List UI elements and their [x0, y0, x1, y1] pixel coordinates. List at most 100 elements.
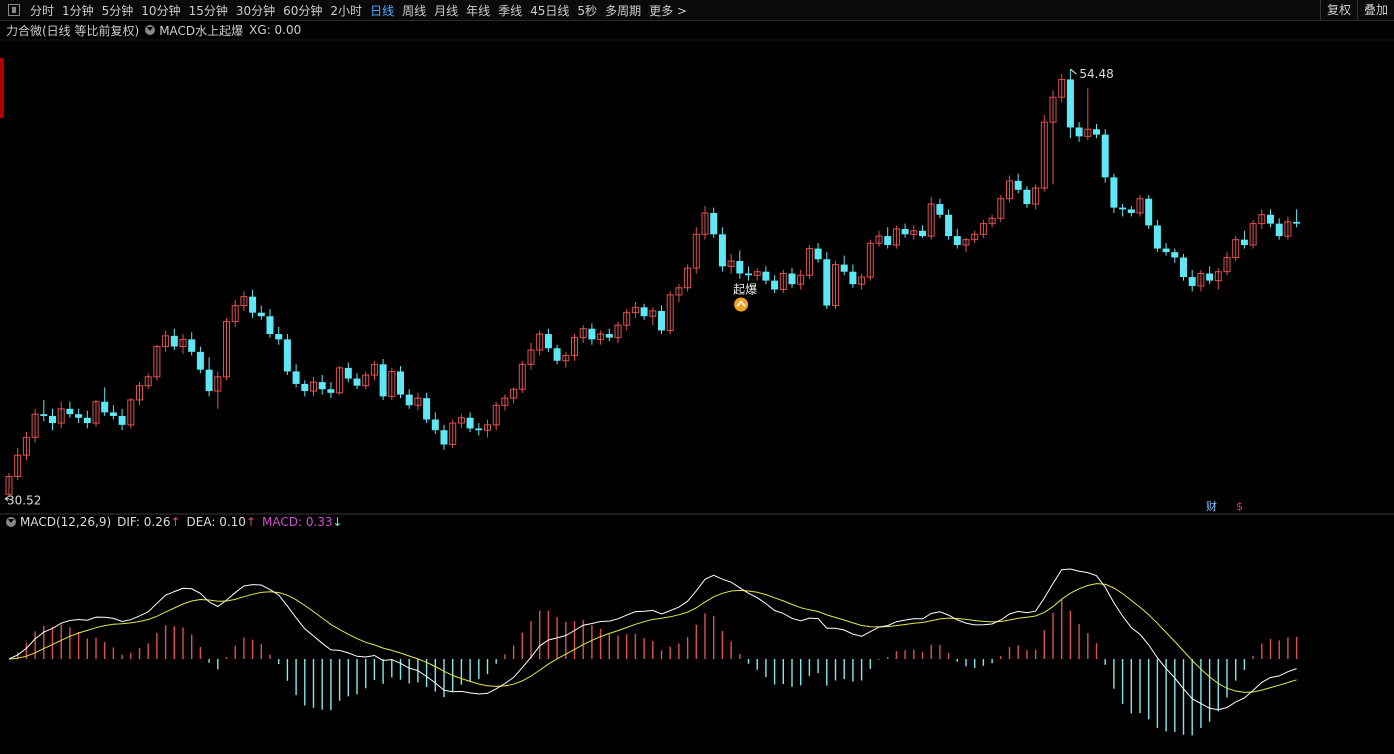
period-12[interactable]: 季线: [498, 3, 523, 18]
candle-body: [327, 389, 335, 393]
period-15[interactable]: 多周期: [605, 3, 642, 18]
stock-title: 力合微(日线 等比前复权): [6, 23, 140, 38]
macd-down-arrow-icon: ↓: [332, 515, 343, 529]
candle-body: [153, 346, 161, 378]
overlay-button[interactable]: 叠加: [1356, 0, 1394, 20]
candle-body: [188, 339, 196, 352]
candle-body: [240, 296, 248, 307]
signal-label: 起爆: [733, 283, 757, 297]
xg-value: XG: 0.00: [249, 23, 302, 37]
candle-body: [336, 367, 344, 394]
candle-body: [1293, 221, 1301, 224]
candle-body: [1066, 79, 1074, 128]
period-3[interactable]: 10分钟: [141, 3, 181, 18]
candle-body: [431, 419, 439, 431]
candle-body: [710, 212, 718, 235]
period-9[interactable]: 周线: [402, 3, 427, 18]
candle-body: [1110, 177, 1118, 208]
period-7[interactable]: 2小时: [330, 3, 363, 18]
candle-body: [449, 422, 457, 445]
candle-body: [57, 408, 65, 424]
candle-body: [1180, 257, 1187, 278]
toolbar-right: 复权 叠加: [1319, 0, 1394, 20]
candle-body: [266, 316, 274, 335]
candle-body: [1258, 214, 1266, 225]
candle-body: [370, 363, 378, 376]
candle-body: [945, 214, 953, 237]
candle-body: [414, 397, 422, 406]
candle-body: [1006, 180, 1013, 200]
candle-body: [997, 198, 1005, 219]
indicator-dropdown-icon[interactable]: [145, 25, 156, 35]
candle-body: [666, 294, 674, 331]
low-label: 30.52: [7, 494, 41, 508]
candle-body: [49, 415, 56, 424]
candle-body: [162, 335, 170, 348]
candle-body: [797, 274, 805, 285]
candle-body: [292, 371, 300, 384]
candle-body: [762, 271, 770, 281]
fuquan-button[interactable]: 复权: [1319, 0, 1357, 20]
candle-body: [927, 203, 935, 237]
candle-body: [109, 412, 117, 416]
candle-body: [536, 333, 544, 351]
candle-body: [1162, 248, 1170, 253]
candle-body: [136, 385, 143, 401]
period-5[interactable]: 30分钟: [235, 3, 276, 18]
candle-body: [527, 349, 535, 365]
period-14[interactable]: 5秒: [577, 3, 598, 18]
dea-line: [8, 583, 1297, 693]
candle-body: [623, 312, 631, 326]
candle-body: [892, 228, 900, 246]
candle-body: [736, 261, 744, 274]
panel-toggle-icon[interactable]: [8, 4, 20, 16]
candle-body: [318, 382, 326, 390]
candle-body: [362, 374, 370, 387]
period-8[interactable]: 日线: [370, 3, 395, 18]
candle-body: [92, 401, 100, 424]
candle-body: [31, 413, 39, 438]
period-6[interactable]: 60分钟: [283, 3, 323, 18]
period-13[interactable]: 45日线: [530, 3, 570, 18]
macd-params[interactable]: MACD(12,26,9): [20, 515, 112, 529]
period-toolbar: 分时 1分钟 5分钟 10分钟 15分钟 30分钟 60分钟 2小时 日线 周线 月线 年线 季线 45日…: [0, 0, 1394, 21]
period-10[interactable]: 月线: [434, 3, 459, 18]
candle-body: [684, 267, 692, 289]
period-0[interactable]: 分时: [30, 3, 55, 18]
high-label: 54.48: [1079, 67, 1113, 81]
candle-body: [884, 236, 892, 246]
period-2[interactable]: 5分钟: [101, 3, 134, 18]
candle-body: [457, 417, 465, 424]
candle-body: [614, 324, 622, 339]
period-11[interactable]: 年线: [466, 3, 491, 18]
candle-body: [971, 233, 979, 241]
period-1[interactable]: 1分钟: [62, 3, 94, 18]
candle-body: [1284, 221, 1292, 237]
candle-body: [1197, 273, 1205, 287]
candle-body: [144, 376, 152, 387]
signal-arrow: [736, 300, 746, 307]
candle-body: [866, 242, 874, 278]
candle-body: [1240, 239, 1248, 246]
candle-body: [1049, 96, 1057, 123]
candle-body: [1084, 128, 1092, 137]
period-4[interactable]: 15分钟: [188, 3, 228, 18]
candle-body: [475, 428, 483, 431]
side-marker: [0, 58, 4, 118]
period-16[interactable]: 更多 >: [649, 3, 687, 18]
indicator-name[interactable]: MACD水上起爆: [159, 23, 244, 38]
macd-dropdown-icon[interactable]: [6, 517, 16, 527]
candle-body: [179, 338, 187, 348]
candle-body: [344, 367, 352, 379]
candle-body: [727, 260, 735, 267]
candle-body: [440, 430, 448, 445]
candle-body: [1040, 121, 1048, 189]
candle-body: [1153, 225, 1161, 249]
candle-body: [910, 230, 918, 235]
candle-body: [919, 230, 926, 237]
main-info-bar: 力合微(日线 等比前复权) MACD水上起爆 XG: 0.00: [6, 22, 301, 38]
candle-body: [1032, 187, 1040, 205]
candle-body: [1223, 256, 1231, 273]
candle-body: [579, 328, 587, 339]
